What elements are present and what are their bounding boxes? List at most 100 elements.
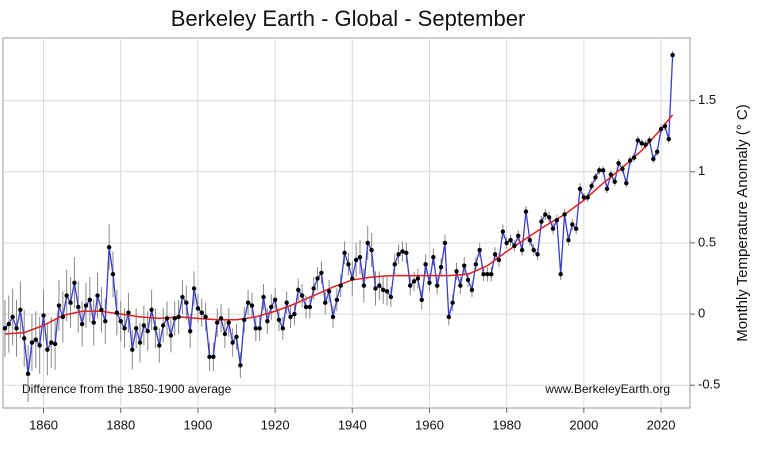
data-point [566, 237, 571, 243]
chart-title: Berkeley Earth - Global - September [171, 6, 526, 31]
data-point [581, 195, 587, 200]
data-point [172, 316, 177, 321]
data-point [49, 340, 54, 345]
data-point [6, 321, 11, 327]
data-point [41, 313, 46, 318]
data-point [450, 300, 455, 305]
data-point [137, 340, 143, 345]
data-point [315, 276, 320, 281]
data-point [203, 314, 208, 320]
x-tick-label: 1980 [492, 417, 521, 432]
data-point [242, 317, 247, 322]
data-point [292, 311, 297, 317]
data-point [477, 247, 482, 253]
data-point [245, 300, 251, 305]
data-point [350, 276, 355, 281]
data-point [442, 240, 448, 246]
annotation: www.BerkeleyEarth.org [544, 382, 670, 396]
data-point [52, 341, 58, 347]
data-point [419, 297, 424, 303]
data-point [195, 306, 201, 311]
data-point [373, 286, 378, 291]
data-point [145, 328, 150, 334]
data-point [288, 314, 293, 320]
data-point [346, 262, 351, 267]
data-point [415, 276, 421, 281]
data-point [627, 158, 633, 163]
data-point [338, 283, 343, 288]
data-point [311, 286, 316, 291]
data-point [635, 138, 641, 143]
data-point [604, 186, 610, 192]
data-point [662, 124, 668, 129]
data-point [427, 280, 432, 285]
data-point [489, 272, 494, 277]
data-point [307, 304, 313, 310]
data-point [234, 334, 239, 340]
data-point [184, 300, 189, 305]
data-point [361, 283, 367, 288]
data-point [72, 280, 77, 285]
data-point [68, 300, 73, 305]
x-tick-label: 1880 [106, 417, 135, 432]
data-point [658, 126, 664, 132]
data-point [643, 142, 648, 147]
data-point [29, 340, 35, 345]
data-point [531, 247, 536, 253]
y-tick-label: 1.5 [698, 92, 716, 107]
data-point [407, 283, 413, 288]
y-tick-label: -0.5 [698, 377, 720, 392]
annotation: Difference from the 1850-1900 average [22, 382, 232, 396]
data-point [342, 250, 347, 256]
data-point [473, 262, 478, 267]
data-point [319, 270, 324, 276]
x-tick-label: 1920 [261, 417, 290, 432]
data-point [666, 136, 671, 142]
x-tick-label: 1940 [338, 417, 367, 432]
data-point [45, 347, 50, 352]
data-point [149, 307, 154, 313]
data-point [37, 343, 42, 348]
data-point [230, 340, 235, 345]
data-point [454, 269, 459, 274]
data-point [616, 161, 621, 166]
y-tick-label: 1 [698, 163, 705, 178]
data-point [554, 217, 560, 223]
data-point [253, 326, 259, 331]
data-point [539, 219, 544, 224]
data-point [226, 320, 231, 325]
data-point [404, 250, 409, 256]
data-point [647, 138, 652, 143]
data-point [265, 318, 270, 324]
y-axis-label: Monthly Temperature Anomaly (° C) [734, 104, 751, 341]
data-point [64, 293, 69, 298]
data-point [585, 195, 590, 200]
data-point [481, 272, 486, 277]
data-line [4, 55, 674, 374]
data-point [176, 314, 181, 320]
data-point [624, 180, 629, 186]
data-point [458, 283, 463, 288]
data-point [79, 321, 85, 327]
data-point [326, 289, 332, 294]
x-tick-label: 1960 [415, 417, 444, 432]
data-point [257, 326, 262, 331]
data-point [462, 263, 467, 268]
data-point [261, 294, 266, 300]
data-point [334, 297, 340, 303]
data-point [187, 328, 193, 334]
data-point [519, 247, 525, 253]
data-point [608, 172, 614, 177]
data-point [465, 277, 471, 283]
data-point [512, 243, 517, 248]
data-point [492, 252, 498, 257]
data-point [133, 326, 139, 331]
data-point [180, 294, 185, 300]
data-point [357, 254, 363, 260]
data-point [411, 279, 417, 284]
data-point [284, 300, 289, 305]
data-point [222, 331, 228, 337]
data-point [2, 326, 8, 331]
data-point [56, 303, 62, 308]
